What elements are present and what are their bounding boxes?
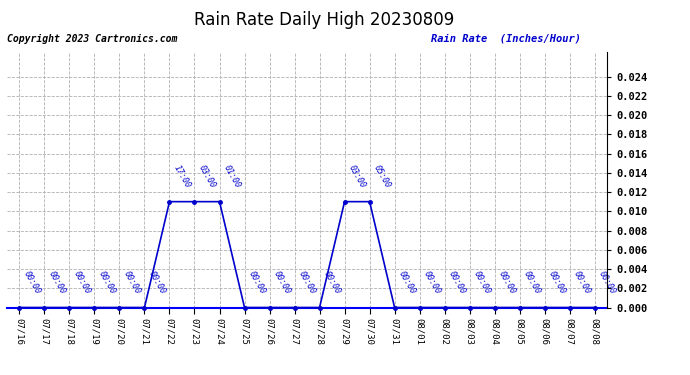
Text: 05:00: 05:00 [372, 164, 393, 190]
Text: 00:00: 00:00 [422, 270, 442, 296]
Text: 00:00: 00:00 [447, 270, 467, 296]
Text: 00:00: 00:00 [572, 270, 593, 296]
Text: Copyright 2023 Cartronics.com: Copyright 2023 Cartronics.com [7, 34, 177, 44]
Text: 03:00: 03:00 [197, 164, 217, 190]
Text: 00:00: 00:00 [297, 270, 317, 296]
Text: 00:00: 00:00 [97, 270, 117, 296]
Text: 00:00: 00:00 [598, 270, 618, 296]
Text: 00:00: 00:00 [497, 270, 518, 296]
Text: 00:00: 00:00 [272, 270, 293, 296]
Text: 03:00: 03:00 [347, 164, 367, 190]
Text: 00:00: 00:00 [472, 270, 493, 296]
Text: 00:00: 00:00 [547, 270, 567, 296]
Text: 00:00: 00:00 [147, 270, 167, 296]
Text: 00:00: 00:00 [47, 270, 67, 296]
Text: 00:00: 00:00 [72, 270, 92, 296]
Text: 00:00: 00:00 [247, 270, 267, 296]
Text: 00:00: 00:00 [122, 270, 142, 296]
Text: 00:00: 00:00 [22, 270, 42, 296]
Text: 00:00: 00:00 [397, 270, 417, 296]
Text: 17:00: 17:00 [172, 164, 193, 190]
Text: 00:00: 00:00 [522, 270, 542, 296]
Text: 00:00: 00:00 [322, 270, 342, 296]
Text: 01:00: 01:00 [222, 164, 242, 190]
Text: Rain Rate Daily High 20230809: Rain Rate Daily High 20230809 [194, 11, 455, 29]
Text: Rain Rate  (Inches/Hour): Rain Rate (Inches/Hour) [431, 34, 581, 44]
